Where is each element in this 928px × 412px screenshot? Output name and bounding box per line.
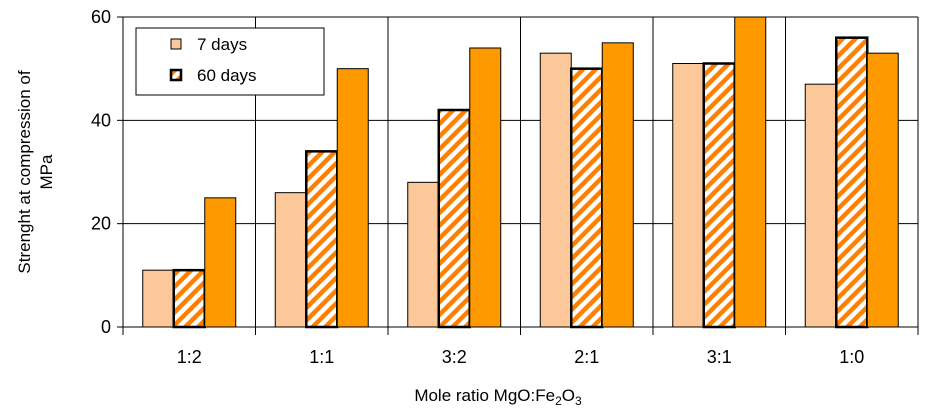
bar-series-2-3-1 — [702, 62, 736, 329]
y-tick-labels: 0 20 40 60 — [91, 7, 111, 337]
legend: 7 days 60 days — [135, 27, 325, 96]
x-tick-label: 1:2 — [177, 347, 202, 367]
y-tick-label: 0 — [101, 317, 111, 337]
y-tick-label: 20 — [91, 214, 111, 234]
bar-series-2-1-1 — [305, 150, 339, 329]
bar-series-3-1-1 — [336, 68, 369, 328]
bar-series-1-1-2 — [142, 269, 175, 328]
bar-series-1-2-1 — [539, 52, 572, 328]
x-axis-title-sub-1: 2 — [555, 394, 562, 408]
x-tick-labels: 1:2 1:1 3:2 2:1 3:1 1:0 — [177, 347, 865, 367]
legend-swatch-7-days — [170, 38, 182, 50]
x-axis-title-sub-2: 3 — [575, 394, 582, 408]
x-axis-title: Mole ratio MgO:Fe2O3 — [414, 386, 582, 408]
y-axis-title-line-2: MPa — [37, 154, 56, 190]
x-tick-label: 1:0 — [839, 347, 864, 367]
legend-swatch-60-days — [169, 68, 183, 82]
legend-label-60-days: 60 days — [197, 66, 257, 85]
bar-series-1-1-0 — [804, 83, 837, 328]
y-tick-label: 40 — [91, 110, 111, 130]
bar-series-1-3-1 — [672, 63, 705, 328]
bar-series-1-3-2 — [407, 181, 440, 328]
y-axis-title-line-1: Strenght at compression of — [15, 70, 34, 273]
x-axis-title-mid: O — [562, 386, 575, 405]
bar-series-2-1-0 — [835, 36, 869, 329]
bar-series-2-3-2 — [437, 108, 471, 329]
bar-series-2-1-2 — [172, 268, 206, 329]
plot-area — [117, 16, 919, 335]
x-axis-title-main: Mole ratio MgO:Fe — [414, 386, 555, 405]
bar-series-3-2-1 — [601, 42, 634, 328]
x-tick-label: 3:2 — [442, 347, 467, 367]
bar-series-1-1-1 — [274, 192, 307, 328]
x-tick-label: 3:1 — [707, 347, 732, 367]
axes — [117, 16, 919, 335]
bar-series-3-1-0 — [866, 52, 899, 328]
legend-label-7-days: 7 days — [197, 35, 247, 54]
bar-series-3-1-2 — [204, 197, 237, 328]
bar-series-3-3-2 — [469, 47, 502, 328]
x-tick-label: 2:1 — [574, 347, 599, 367]
bars — [142, 16, 899, 329]
legend-box — [135, 27, 325, 96]
bar-series-2-2-1 — [570, 67, 604, 329]
y-tick-label: 60 — [91, 7, 111, 27]
bar-series-3-3-1 — [734, 16, 767, 328]
x-tick-label: 1:1 — [309, 347, 334, 367]
gridlines — [123, 16, 919, 327]
